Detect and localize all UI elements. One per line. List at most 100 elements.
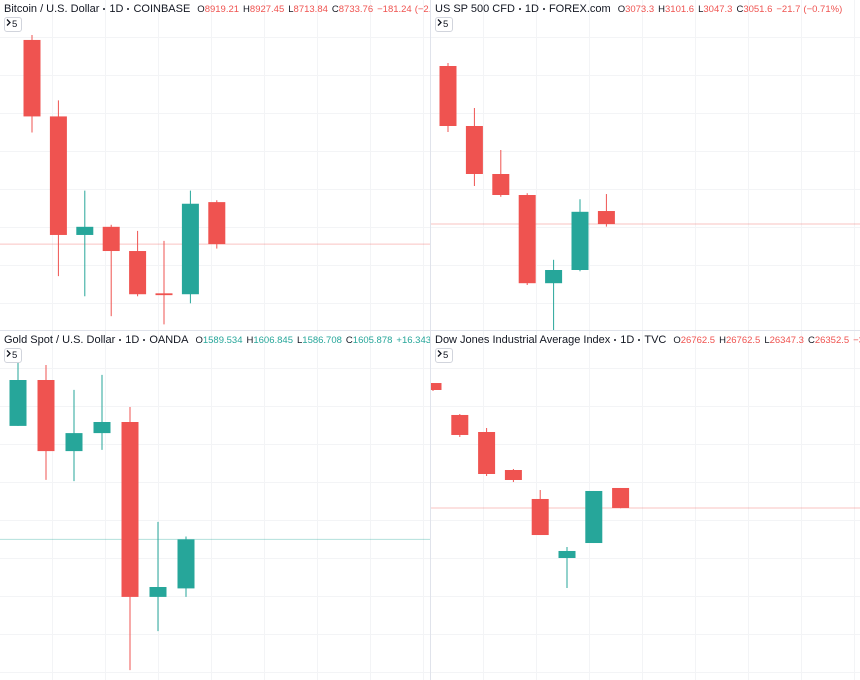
ohlc-key: L: [296, 334, 303, 346]
candle-body: [23, 39, 41, 117]
ohlc-value: 3073.3: [625, 3, 655, 15]
ohlc-key: H: [658, 3, 666, 15]
separator-dot: [143, 339, 146, 341]
ohlc-value: 3051.6: [743, 3, 773, 15]
candle-body: [76, 226, 94, 235]
ohlc-item: H3101.6: [658, 4, 694, 15]
candle-body: [181, 203, 199, 295]
ohlc-key: C: [736, 3, 744, 15]
chevron: [437, 350, 442, 357]
ohlc-item: O8919.21: [197, 4, 239, 15]
candle-body: [492, 174, 510, 195]
candle-body: [518, 195, 536, 284]
ohlc-value: 26762.5: [725, 334, 761, 346]
candle-body: [93, 422, 111, 434]
ohlc-legend: O3073.3 H3101.6 L3047.3 C3051.6 −21.7 (−0.71%…: [618, 4, 846, 15]
chart-header: Dow Jones Industrial Average Index 1D TVC O…: [435, 334, 860, 346]
change: −181.24: [377, 3, 412, 15]
exchange: COINBASE: [133, 3, 191, 15]
ohlc-value: 26347.3: [769, 334, 804, 346]
ohlc-item: L26347.3: [764, 335, 804, 346]
candle-body: [504, 470, 522, 480]
interval: 1D: [125, 334, 140, 346]
chart-plot: [431, 383, 860, 588]
indicators-toggle[interactable]: 5: [435, 17, 454, 32]
chevron-icon: [437, 19, 442, 26]
change: +16.343: [396, 334, 430, 346]
candle-body: [585, 490, 603, 544]
candle-body: [478, 432, 496, 474]
indicator-count: 5: [443, 350, 449, 361]
candle-body: [102, 226, 120, 252]
ohlc-key: H: [719, 334, 726, 346]
ohlc-legend: O8919.21 H8927.45 L8713.84 C8733.76 −181.24(…: [197, 4, 430, 15]
candle-body: [129, 251, 147, 295]
candle-body: [37, 380, 55, 452]
change: −350.8: [853, 334, 860, 346]
ohlc-value: 1586.708: [302, 334, 342, 346]
candle-body: [177, 539, 195, 589]
candle-body: [431, 383, 442, 390]
ohlc-value: 8713.84: [293, 3, 328, 15]
ohlc-value: 1605.878: [352, 334, 393, 346]
chart-panel: Bitcoin / U.S. Dollar 1D COINBASE O8919.21 H…: [0, 0, 430, 330]
change-percent: (−0.71%): [803, 3, 843, 15]
chevron-icon: [6, 19, 11, 26]
candle-body: [531, 498, 549, 536]
candle-body: [545, 270, 563, 284]
ohlc-legend: O1589.534 H1606.845 L1586.708 C1605.878 +16.…: [195, 335, 430, 346]
chart-panel: Dow Jones Industrial Average Index 1D TVC O…: [431, 331, 860, 680]
indicators-toggle[interactable]: 5: [4, 348, 23, 363]
ohlc-item: L8713.84: [288, 4, 328, 15]
separator-dot: [614, 339, 617, 341]
separator-dot: [119, 339, 122, 341]
indicator-count: 5: [12, 350, 18, 361]
ohlc-key: L: [764, 334, 770, 346]
ohlc-key: H: [243, 3, 250, 15]
chart-plot: [0, 355, 430, 671]
change: −21.7: [776, 3, 801, 15]
candle-body: [121, 422, 139, 597]
chevron: [6, 350, 11, 357]
ohlc-value: 3047.3: [703, 3, 733, 15]
chart-header: Gold Spot / U.S. Dollar 1D OANDA O1589.534 H…: [4, 334, 430, 346]
ohlc-value: 26762.5: [680, 334, 716, 346]
ohlc-item: H1606.845: [246, 335, 293, 346]
ohlc-item: H26762.5: [719, 335, 760, 346]
ohlc-key: L: [698, 3, 704, 15]
ohlc-item: O1589.534: [195, 335, 242, 346]
interval: 1D: [620, 334, 635, 346]
ohlc-key: O: [195, 334, 203, 346]
panel-divider: [430, 0, 431, 680]
chart-panel: US SP 500 CFD 1D FOREX.com O3073.3 H3101.6 L3…: [431, 0, 860, 330]
indicators-toggle[interactable]: 5: [4, 17, 23, 32]
candle-body: [558, 550, 576, 558]
change-percent: (−2.03%): [414, 3, 430, 15]
indicators-toggle[interactable]: 5: [435, 348, 454, 363]
exchange: TVC: [644, 334, 667, 346]
separator-dot: [638, 339, 641, 341]
separator-dot: [518, 8, 521, 10]
exchange: OANDA: [149, 334, 189, 346]
ohlc-value: 3101.6: [665, 3, 695, 15]
indicator-count: 5: [12, 19, 18, 30]
candle-body: [49, 116, 67, 235]
candle-body: [155, 293, 173, 296]
symbol-title: US SP 500 CFD: [435, 3, 515, 15]
candle-body: [451, 414, 469, 435]
chart-header: Bitcoin / U.S. Dollar 1D COINBASE O8919.21 H…: [4, 3, 430, 15]
interval: 1D: [109, 3, 124, 15]
ohlc-key: L: [288, 3, 294, 15]
symbol-title: Gold Spot / U.S. Dollar: [4, 334, 116, 346]
candle-body: [465, 126, 483, 174]
ohlc-value: 1589.534: [202, 334, 243, 346]
ohlc-value: 26352.5: [814, 334, 850, 346]
ohlc-key: O: [617, 3, 626, 15]
ohlc-key: C: [807, 334, 815, 346]
ohlc-value: 8733.76: [338, 3, 374, 15]
ohlc-item: C8733.76: [332, 4, 373, 15]
panel-divider: [0, 330, 860, 331]
ohlc-key: O: [197, 3, 205, 15]
exchange: FOREX.com: [548, 3, 611, 15]
